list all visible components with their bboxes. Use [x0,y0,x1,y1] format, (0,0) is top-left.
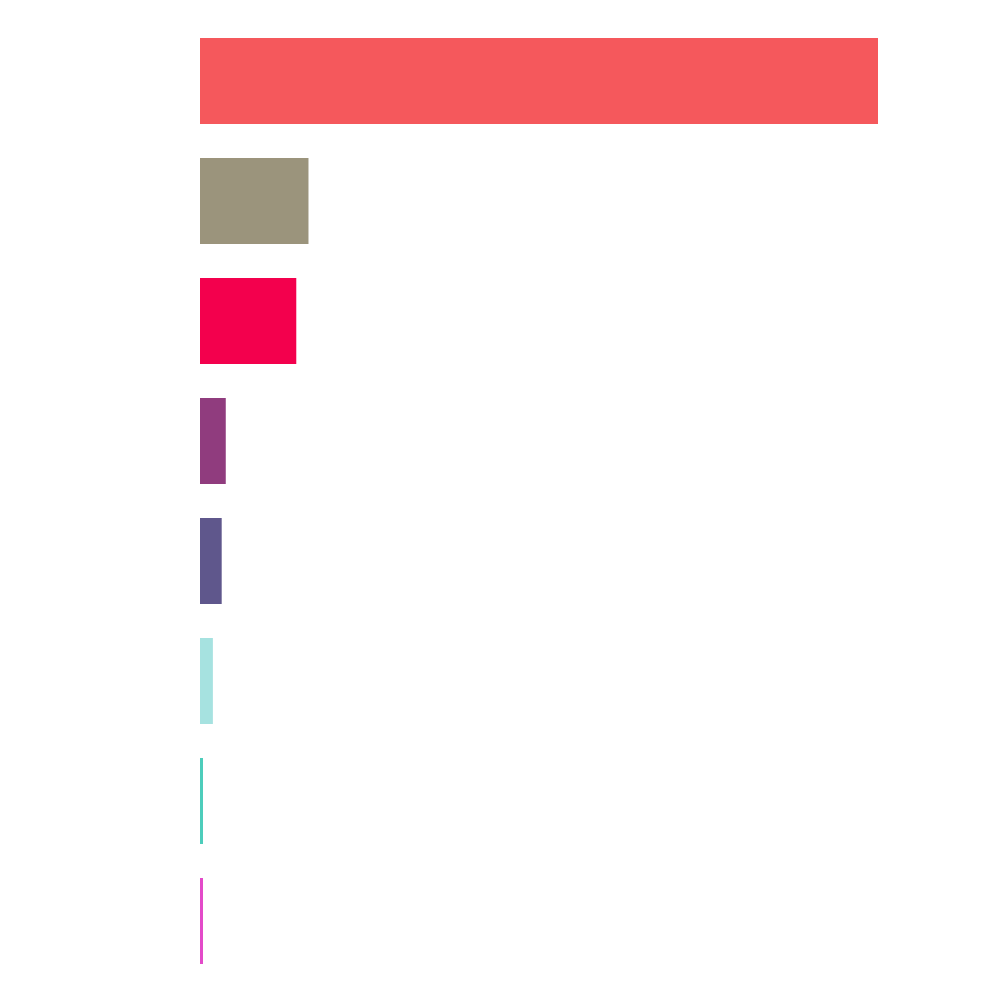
bar-1 [200,38,878,124]
bar-7 [200,758,203,844]
bar-2 [200,158,309,244]
bars-group [200,38,878,964]
bar-4 [200,398,226,484]
bar-6 [200,638,213,724]
bar-8 [200,878,203,964]
bar-3 [200,278,297,364]
bar-5 [200,518,222,604]
